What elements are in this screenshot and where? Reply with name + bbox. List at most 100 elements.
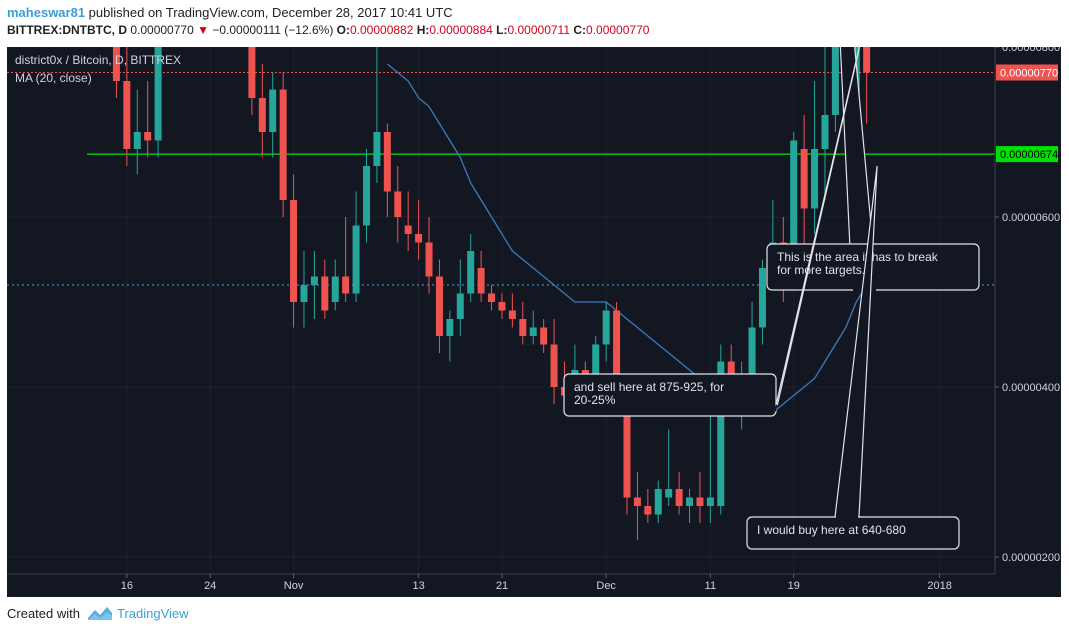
candle-body (800, 149, 808, 209)
candle (644, 489, 652, 523)
candle (352, 191, 360, 302)
candle-body (852, 0, 860, 98)
candle (123, 30, 131, 166)
candle (477, 251, 485, 302)
candle-body (706, 497, 714, 506)
candle-body (404, 225, 412, 234)
candle (529, 310, 537, 345)
candle (415, 200, 423, 260)
candle (248, 0, 256, 115)
candle (863, 0, 871, 124)
candle (717, 344, 725, 515)
candle-body (331, 276, 339, 302)
callout-box (563, 373, 777, 417)
close-label: C: (573, 23, 587, 37)
ma-line (386, 63, 878, 414)
author-link[interactable]: maheswar81 (7, 5, 86, 20)
callout-joint (774, 404, 778, 412)
candle (394, 166, 402, 243)
close-value: 0.00000770 (586, 23, 650, 37)
candle-body (696, 497, 704, 506)
callout-text: for more targets. (777, 263, 865, 277)
time-tick-label: 2018 (927, 580, 951, 592)
candle-body (540, 327, 548, 345)
candle (133, 89, 141, 175)
candle (696, 472, 704, 523)
candle (425, 217, 433, 294)
tradingview-link[interactable]: TradingView (117, 606, 189, 621)
candle-body (790, 140, 798, 260)
time-tick-label: Dec (596, 580, 616, 592)
candle-body (811, 149, 819, 209)
candle-body (675, 489, 683, 506)
candle (269, 72, 277, 158)
candle (519, 302, 527, 345)
candle (654, 480, 662, 523)
last-price-tag (996, 64, 1058, 81)
candle (446, 310, 454, 362)
candle (435, 259, 443, 353)
candle-body (467, 251, 475, 294)
callout: I would buy here at 640-680 (746, 165, 960, 550)
time-tick-label: Nov (284, 580, 304, 592)
candle (290, 174, 298, 328)
candle-body (592, 344, 600, 379)
chart-panel[interactable]: This is the area it has to break for more… (7, 0, 1061, 597)
candle-body (133, 132, 141, 149)
candle-body (686, 497, 694, 506)
level-price-label: 0.00000674 (1000, 149, 1058, 161)
time-tick-label: 21 (496, 580, 508, 592)
candle-body (300, 285, 308, 302)
candle (342, 217, 350, 302)
footer: Created with TradingView (0, 598, 1069, 631)
callout-text: This is the area it has to break (777, 250, 939, 264)
candle-body (748, 327, 756, 387)
callout-text: and sell here at 875-925, for (574, 380, 724, 394)
candle (602, 302, 610, 362)
candle (373, 0, 381, 183)
candle (498, 293, 506, 319)
price-tick-label: 0.00000400 (1002, 382, 1060, 394)
callout-text: 20-25% (574, 393, 616, 407)
candle (488, 285, 496, 311)
time-tick-label: 16 (121, 580, 133, 592)
moving-average (386, 63, 878, 414)
candle-body (248, 0, 256, 98)
price-axis: 0.00000200 0.00000400 0.00000600 0.00000800… (994, 42, 1060, 574)
candle (467, 234, 475, 302)
price-tick-label: 0.00000800 (1002, 47, 1060, 54)
candle (404, 191, 412, 251)
ohlc-line: BITTREX:DNTBTC, D 0.00000770 ▼ −0.000001… (7, 23, 649, 37)
low-label: L: (496, 23, 508, 37)
open-value: 0.00000882 (350, 23, 414, 37)
header: maheswar81 published on TradingView.com,… (0, 0, 1069, 44)
candle-body (310, 276, 318, 285)
candle-body (602, 310, 610, 345)
candle (508, 293, 516, 328)
open-label: O: (336, 23, 350, 37)
candle (831, 0, 839, 132)
time-axis: 16 24 Nov 13 21 Dec 11 19 2018 (7, 573, 995, 592)
candle-body (154, 0, 162, 141)
candle (363, 149, 370, 243)
candle-body (529, 327, 537, 336)
candle-body (394, 191, 402, 217)
tradingview-logo-icon (88, 607, 112, 620)
candles (112, 0, 871, 540)
created-with-text: Created with (7, 606, 80, 621)
publish-line: maheswar81 published on TradingView.com,… (7, 5, 453, 20)
candle-body (435, 276, 443, 336)
candle-body (269, 89, 277, 132)
candle (383, 123, 391, 217)
candle-body (352, 225, 360, 294)
candle-body (456, 293, 464, 319)
low-value: 0.00000711 (507, 23, 571, 37)
candle-body (415, 234, 423, 243)
candle-body (373, 132, 381, 166)
candle (258, 64, 266, 158)
chart-legend-indicator: MA (20, close) (15, 71, 92, 85)
candle-body (498, 302, 506, 311)
horizontal-levels (7, 72, 995, 286)
